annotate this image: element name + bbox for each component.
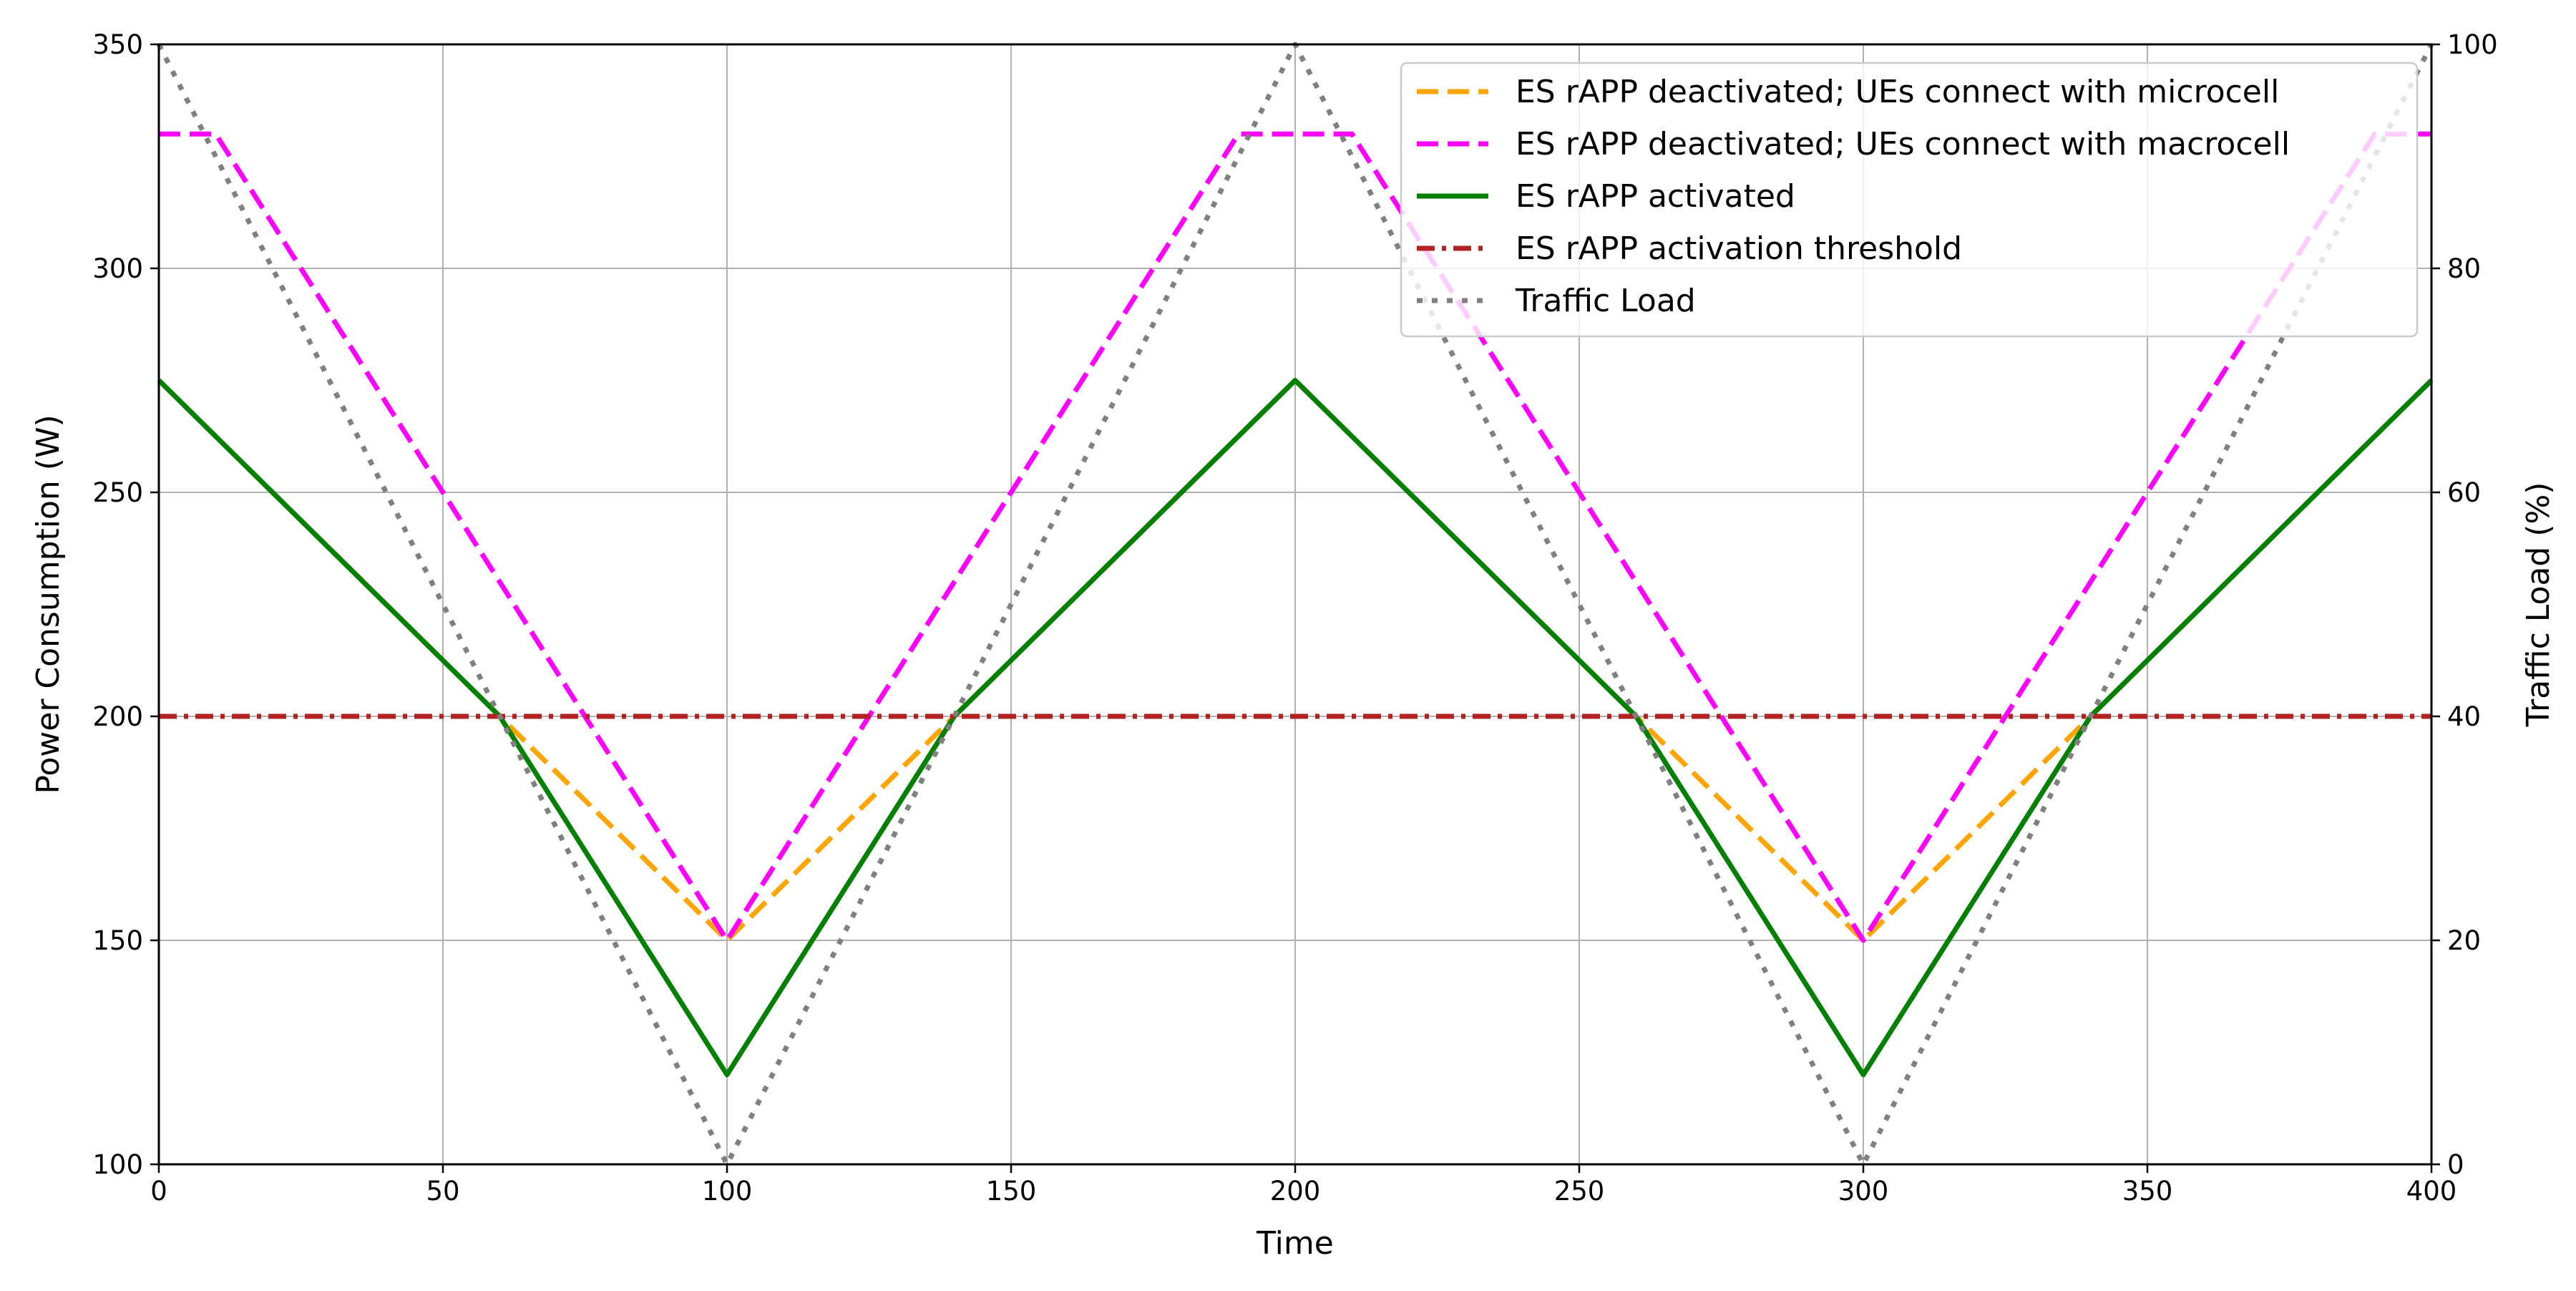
x-tick-label: 350 (2122, 1176, 2173, 1207)
x-tick-label: 150 (986, 1176, 1037, 1207)
legend-label-3: ES rAPP activation threshold (1516, 230, 1962, 267)
legend-label-4: Traffic Load (1515, 283, 1696, 319)
y-axis-label: Power Consumption (W) (30, 414, 67, 794)
y-tick-label: 150 (92, 925, 143, 956)
y-tick-label: 300 (92, 253, 143, 284)
legend-box (1400, 62, 2419, 338)
y2-tick-label: 40 (2447, 701, 2481, 732)
x-tick-label: 400 (2406, 1176, 2457, 1207)
y-tick-label: 350 (92, 29, 143, 60)
legend-label-0: ES rAPP deactivated; UEs connect with mi… (1516, 74, 2279, 110)
series-line-0 (157, 378, 2434, 943)
x-tick-label: 100 (702, 1176, 753, 1207)
x-tick-label: 50 (426, 1176, 459, 1207)
y-tick-label: 100 (92, 1149, 143, 1180)
x-axis-label: Time (1256, 1225, 1334, 1262)
x-tick-label: 0 (150, 1176, 167, 1207)
x-tick-label: 200 (1270, 1176, 1321, 1207)
x-tick-label: 250 (1554, 1176, 1605, 1207)
y2-tick-label: 100 (2447, 29, 2498, 60)
y2-tick-label: 0 (2447, 1149, 2464, 1180)
y2-tick-label: 60 (2447, 477, 2481, 508)
y-tick-label: 250 (92, 477, 143, 508)
y2-tick-label: 20 (2447, 925, 2481, 956)
y2-axis-label: Traffic Load (%) (2520, 482, 2557, 728)
y-tick-label: 200 (92, 701, 143, 732)
ticks-layer: 0 50 100 150 200 250 300 350 4001001502002503003… (92, 29, 2497, 1207)
legend-label-2: ES rAPP activated (1516, 178, 1795, 215)
series-line-2 (157, 378, 2434, 1078)
y2-tick-label: 80 (2447, 253, 2481, 284)
legend: ES rAPP deactivated; UEs connect with mi… (1400, 62, 2419, 338)
x-tick-label: 300 (1838, 1176, 1889, 1207)
legend-label-1: ES rAPP deactivated; UEs connect with ma… (1516, 126, 2290, 162)
